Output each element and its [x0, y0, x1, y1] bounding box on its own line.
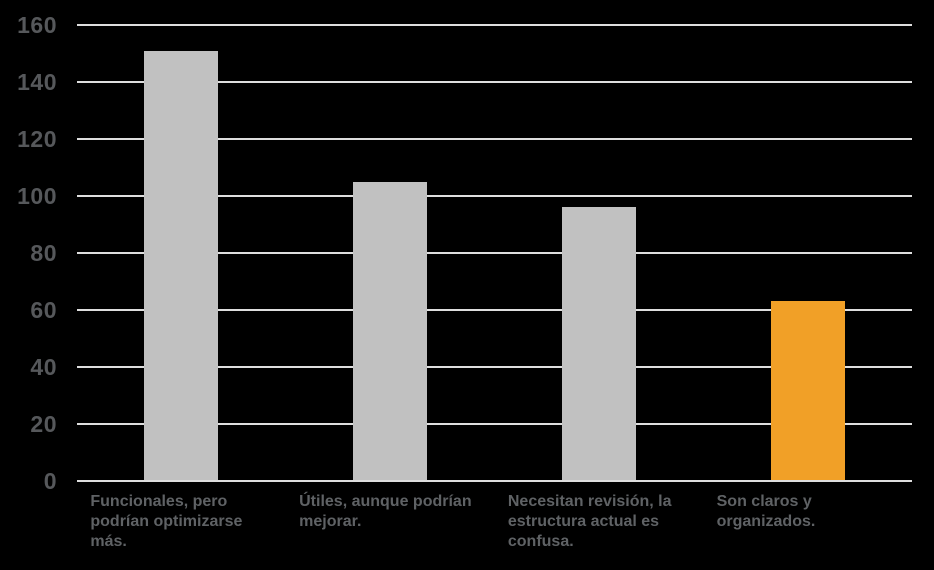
x-axis-baseline: [77, 480, 912, 482]
y-axis-tick-label: 0: [43, 468, 57, 494]
x-axis-category-labels: Funcionales, pero podrían optimizarse má…: [77, 492, 912, 552]
y-axis-tick-label: 80: [30, 240, 57, 266]
gridline: [77, 309, 912, 311]
gridline: [77, 24, 912, 26]
y-axis-tick-label: 160: [17, 12, 57, 38]
y-axis-tick-label: 100: [17, 183, 57, 209]
category-label: Funcionales, pero podrían optimizarse má…: [90, 493, 243, 550]
category-label: Son claros y organizados.: [716, 493, 816, 530]
y-axis-tick-label: 120: [17, 126, 57, 152]
category-label: Útiles, aunque podrían mejorar.: [299, 493, 472, 530]
gridline: [77, 138, 912, 140]
category-label: Necesitan revisión, la estructura actual…: [507, 493, 672, 550]
gridline: [77, 423, 912, 425]
category-slot: Útiles, aunque podrían mejorar.: [286, 492, 495, 552]
bar: [353, 181, 428, 481]
category-slot: Necesitan revisión, la estructura actual…: [495, 492, 704, 552]
y-axis-tick-label: 40: [30, 354, 57, 380]
bar: [770, 301, 845, 481]
gridline: [77, 195, 912, 197]
y-axis-tick-label: 20: [30, 411, 57, 437]
bar: [144, 50, 219, 481]
gridline: [77, 366, 912, 368]
gridline: [77, 252, 912, 254]
category-slot: Funcionales, pero podrían optimizarse má…: [77, 492, 286, 552]
gridline: [77, 81, 912, 83]
category-slot: Son claros y organizados.: [703, 492, 912, 552]
y-axis-tick-label: 60: [30, 297, 57, 323]
bar: [561, 207, 636, 481]
y-axis-tick-label: 140: [17, 69, 57, 95]
